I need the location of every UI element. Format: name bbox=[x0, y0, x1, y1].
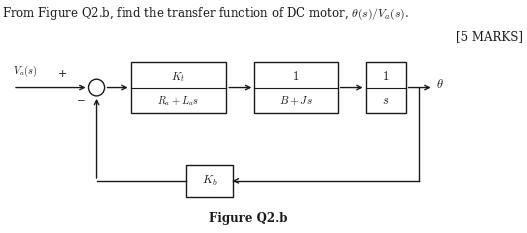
Text: $K_t$: $K_t$ bbox=[171, 70, 186, 84]
Text: $K_b$: $K_b$ bbox=[202, 174, 217, 188]
Text: [5 MARKS]: [5 MARKS] bbox=[456, 30, 523, 43]
Text: −: − bbox=[77, 97, 86, 106]
Bar bbox=[186, 165, 232, 197]
Text: $\theta$: $\theta$ bbox=[436, 78, 444, 91]
Bar bbox=[254, 62, 338, 113]
Text: $V_a(s)$: $V_a(s)$ bbox=[13, 63, 37, 79]
Text: +: + bbox=[57, 69, 67, 79]
Text: $s$: $s$ bbox=[382, 94, 389, 107]
Text: $R_a + L_a s$: $R_a + L_a s$ bbox=[158, 95, 200, 109]
Text: $1$: $1$ bbox=[292, 70, 300, 83]
Text: $1$: $1$ bbox=[382, 70, 389, 83]
Text: Figure Q2.b: Figure Q2.b bbox=[209, 212, 287, 225]
Text: $B + Js$: $B + Js$ bbox=[279, 94, 313, 107]
Text: From Figure Q2.b, find the transfer function of DC motor, $\theta(s)/V_a(s)$.: From Figure Q2.b, find the transfer func… bbox=[2, 6, 409, 22]
Bar bbox=[366, 62, 406, 113]
Bar bbox=[131, 62, 227, 113]
